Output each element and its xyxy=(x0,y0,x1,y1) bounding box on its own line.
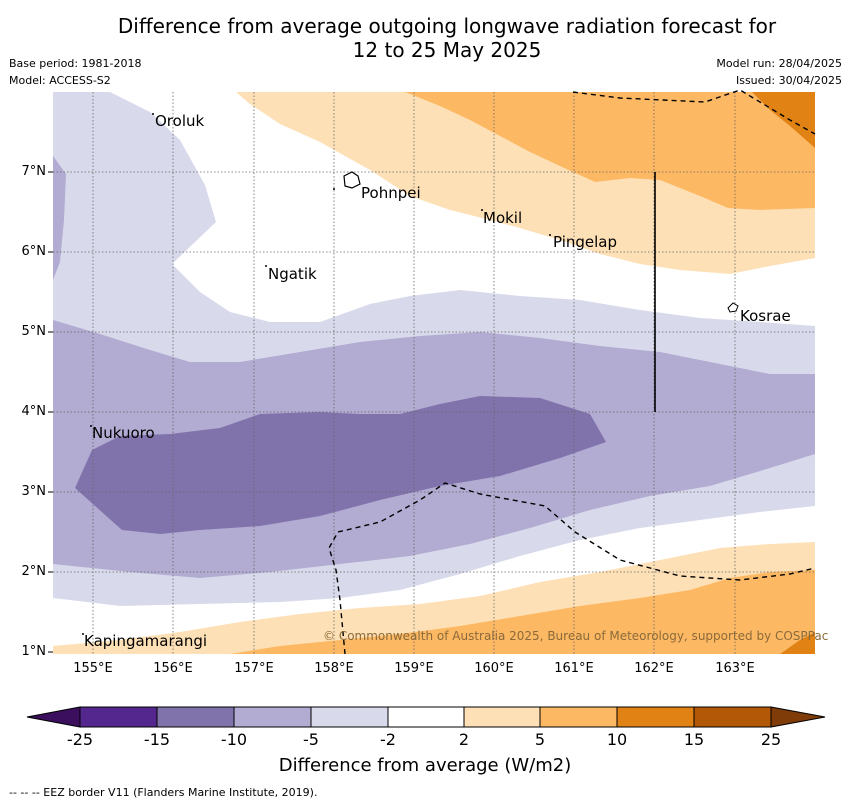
contour-orange-lower xyxy=(230,570,815,654)
colorbar-label: Difference from average (W/m2) xyxy=(278,755,572,776)
lon-label-157e: 157°E xyxy=(234,661,274,676)
eez-borders xyxy=(328,89,816,655)
place-pohnpei: Pohnpei xyxy=(361,184,421,202)
contour-left-edge xyxy=(53,156,66,280)
place-nukuoro: Nukuoro xyxy=(92,424,155,442)
contour-fills xyxy=(53,92,815,654)
gridlines xyxy=(53,92,815,654)
colorbar-tick: -10 xyxy=(220,730,248,749)
contour-dark-purple xyxy=(75,396,606,534)
place-kosrae: Kosrae xyxy=(740,307,791,325)
lat-label-1n: 1°N xyxy=(21,644,47,659)
place-mokil: Mokil xyxy=(483,209,523,227)
base-period: Base period: 1981-2018 xyxy=(9,57,142,70)
contour-dark-orange-lower xyxy=(780,632,815,654)
colorbar xyxy=(26,706,826,728)
model-run: Model run: 28/04/2025 xyxy=(716,57,842,70)
map-title: Difference from average outgoing longwav… xyxy=(0,14,850,62)
title-line-2: 12 to 25 May 2025 xyxy=(352,38,542,62)
lat-label-4n: 4°N xyxy=(21,404,47,419)
lon-label-155e: 155°E xyxy=(73,661,113,676)
colorbar-tick: -25 xyxy=(66,730,94,749)
lat-label-2n: 2°N xyxy=(21,564,47,579)
tick-marks xyxy=(48,171,53,653)
colorbar-tick: -15 xyxy=(143,730,171,749)
issued-date: Issued: 30/04/2025 xyxy=(735,74,842,87)
place-ngatik: Ngatik xyxy=(268,265,317,283)
kosrae-island-shape xyxy=(727,302,739,313)
lat-label-3n: 3°N xyxy=(21,484,47,499)
colorbar-tick: 25 xyxy=(760,730,782,749)
colorbar-tick: 5 xyxy=(534,730,546,749)
colorbar-tick: -5 xyxy=(303,730,319,749)
colorbar-tick: 2 xyxy=(458,730,470,749)
lon-label-158e: 158°E xyxy=(314,661,354,676)
lon-label-161e: 161°E xyxy=(554,661,594,676)
lon-label-156e: 156°E xyxy=(153,661,193,676)
copyright-notice: © Commonwealth of Australia 2025, Bureau… xyxy=(323,629,829,643)
place-pingelap: Pingelap xyxy=(553,233,618,251)
pohnpei-island-shape xyxy=(343,171,361,189)
lon-label-163e: 163°E xyxy=(715,661,755,676)
colorbar-tick: 10 xyxy=(606,730,628,749)
eez-footer-note: -- -- -- EEZ border V11 (Flanders Marine… xyxy=(9,786,318,799)
colorbar-tick: 15 xyxy=(683,730,705,749)
place-oroluk: Oroluk xyxy=(155,112,205,130)
lat-label-7n: 7°N xyxy=(21,164,47,179)
atoll-markers xyxy=(82,113,551,635)
meta-right: Model run: 28/04/2025 Issued: 30/04/2025 xyxy=(716,55,842,89)
place-kapingamarangi: Kapingamarangi xyxy=(84,632,208,650)
lon-label-162e: 162°E xyxy=(634,661,674,676)
title-line-1: Difference from average outgoing longwav… xyxy=(117,14,777,38)
meta-left: Base period: 1981-2018 Model: ACCESS-S2 xyxy=(9,55,141,89)
colorbar-tick: -2 xyxy=(380,730,396,749)
contour-orange-upper xyxy=(405,92,815,210)
model-name: Model: ACCESS-S2 xyxy=(9,74,111,87)
lat-label-6n: 6°N xyxy=(21,244,47,259)
lon-label-159e: 159°E xyxy=(394,661,434,676)
lon-label-160e: 160°E xyxy=(474,661,514,676)
lat-label-5n: 5°N xyxy=(21,324,47,339)
